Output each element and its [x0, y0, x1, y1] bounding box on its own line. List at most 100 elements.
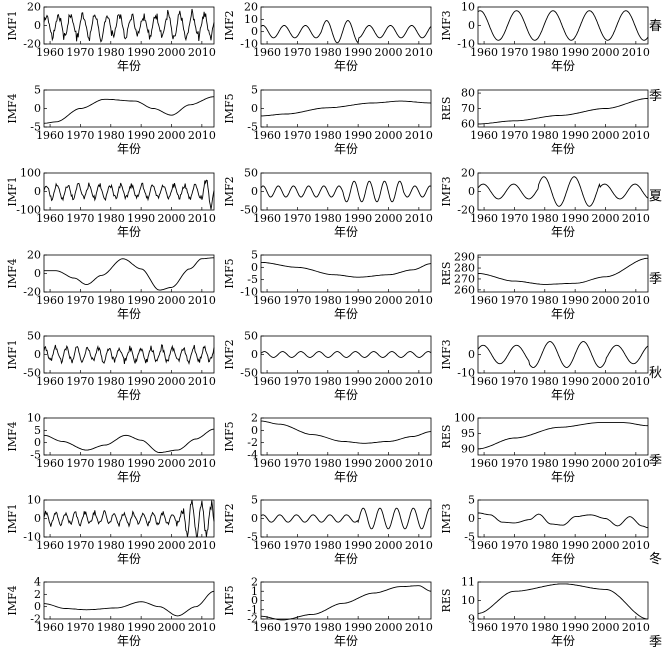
y-tick-label: 10 [461, 594, 475, 607]
x-tick-label: 1970 [283, 212, 311, 225]
x-axis-label: 年份 [551, 634, 575, 648]
x-tick-label: 1960 [253, 457, 281, 470]
y-axis-label: IMF5 [223, 93, 236, 123]
y-tick-label: 11 [461, 576, 475, 589]
x-tick-label: 1980 [314, 539, 342, 552]
x-tick-label: 1960 [253, 212, 281, 225]
x-axis-label: 年份 [117, 225, 141, 239]
x-tick-label: 1990 [344, 457, 372, 470]
plot-frame [43, 335, 215, 374]
y-tick-label: 5 [251, 84, 258, 97]
x-tick-label: 2000 [375, 212, 403, 225]
subplot-1-0: -5 0 5 1960 1970 1980 1990 2000 2010 年份 IMF4 [6, 84, 216, 157]
y-tick-label: 0 [34, 19, 41, 32]
subplot-3-1: -10-505 1960 1970 1980 1990 2000 2010 年份 IMF5 [223, 249, 433, 322]
x-tick-label: 2000 [158, 46, 186, 59]
subplot-5-1: -4-202 1960 1970 1980 1990 2000 2010 年份 IMF5 [223, 412, 433, 485]
y-tick-label: -5 [30, 449, 41, 462]
subplot-6-0: -10 0 10 1960 1970 1980 1990 2000 2010 年份 IMF1 [6, 494, 216, 567]
x-tick-label: 1970 [66, 457, 94, 470]
y-tick-label: -2 [247, 436, 258, 449]
plot-frame [260, 254, 432, 293]
x-tick-label: 1980 [531, 621, 559, 634]
x-tick-label: 1970 [500, 212, 528, 225]
subplot-6-2: -5 0 5 1960 1970 1980 1990 2000 2010 年份 IMF3 [440, 494, 650, 567]
y-axis-label: IMF3 [440, 176, 453, 206]
x-axis-label: 年份 [117, 634, 141, 648]
y-axis-label: IMF5 [223, 421, 236, 451]
y-tick-label: 0 [34, 600, 41, 613]
x-tick-label: 1970 [500, 375, 528, 388]
plot-frame [477, 581, 649, 620]
x-tick-label: 2010 [405, 46, 433, 59]
subplot-4-1: -50 0 50 1960 1970 1980 1990 2000 2010 年份 IMF2 [223, 330, 433, 403]
y-tick-label: 0 [468, 512, 475, 525]
x-tick-label: 2000 [375, 129, 403, 142]
x-tick-label: 1990 [344, 46, 372, 59]
x-tick-label: 1990 [127, 621, 155, 634]
x-axis-label: 年份 [551, 307, 575, 321]
x-axis-label: 年份 [334, 470, 358, 484]
y-tick-label: 95 [461, 427, 475, 440]
x-tick-label: 1980 [314, 46, 342, 59]
plot-frame [477, 417, 649, 456]
y-axis-label: RES [440, 589, 453, 613]
x-tick-label: 2000 [158, 457, 186, 470]
x-tick-label: 1990 [127, 294, 155, 307]
plot-frame [260, 89, 432, 128]
x-tick-label: 2000 [158, 539, 186, 552]
y-tick-label: 4 [34, 576, 41, 589]
y-axis-label: IMF1 [6, 176, 19, 206]
subplot-2-2: -20 0 20 1960 1970 1980 1990 2000 2010 年份 IMF3 [440, 167, 650, 240]
y-axis-label: IMF4 [6, 585, 19, 615]
series-line [43, 179, 215, 210]
plot-frame [260, 172, 432, 211]
y-axis-label: IMF4 [6, 421, 19, 451]
x-tick-label: 1990 [127, 375, 155, 388]
x-tick-label: 2010 [622, 457, 650, 470]
y-tick-label: 1 [251, 585, 258, 598]
y-axis-label: IMF3 [440, 10, 453, 40]
x-tick-label: 2010 [188, 46, 216, 59]
x-axis-label: 年份 [551, 552, 575, 566]
x-axis-label: 年份 [334, 59, 358, 73]
x-tick-label: 1980 [97, 46, 125, 59]
series-line [43, 8, 215, 43]
x-tick-label: 2010 [622, 294, 650, 307]
x-tick-label: 1990 [127, 46, 155, 59]
x-tick-label: 2000 [592, 212, 620, 225]
subplot-5-2: 90 95 100 1960 1970 1980 1990 2000 2010 年份 RES [440, 412, 650, 485]
plot-frame [477, 254, 649, 293]
x-tick-label: 1960 [470, 375, 498, 388]
season-label: 冬 [649, 551, 662, 567]
x-tick-label: 1970 [283, 539, 311, 552]
x-tick-label: 2000 [592, 46, 620, 59]
x-tick-label: 2010 [622, 46, 650, 59]
x-tick-label: 1990 [561, 375, 589, 388]
y-tick-label: 10 [244, 13, 258, 26]
x-tick-label: 1980 [97, 129, 125, 142]
x-tick-label: 1960 [470, 539, 498, 552]
plot-frame [260, 581, 432, 620]
y-tick-label: 0 [468, 185, 475, 198]
subplot-1-2: 60 70 80 1960 1970 1980 1990 2000 2010 年份 RES [440, 87, 650, 156]
x-tick-label: 1970 [283, 375, 311, 388]
x-tick-label: 2010 [405, 621, 433, 634]
series-line [43, 344, 215, 365]
x-axis-label: 年份 [551, 142, 575, 156]
y-axis-label: IMF2 [223, 10, 236, 40]
plot-frame [260, 6, 432, 45]
x-tick-label: 2000 [158, 294, 186, 307]
subplot-2-1: -50 0 50 1960 1970 1980 1990 2000 2010 年份 IMF2 [223, 167, 433, 240]
y-axis-label: IMF5 [223, 585, 236, 615]
x-tick-label: 1980 [531, 294, 559, 307]
series-line [261, 420, 432, 444]
x-tick-label: 1970 [283, 621, 311, 634]
x-tick-label: 1990 [127, 457, 155, 470]
x-axis-label: 年份 [117, 388, 141, 402]
x-axis-label: 年份 [117, 59, 141, 73]
series-line [477, 10, 649, 41]
season-label: 季 [649, 272, 662, 287]
